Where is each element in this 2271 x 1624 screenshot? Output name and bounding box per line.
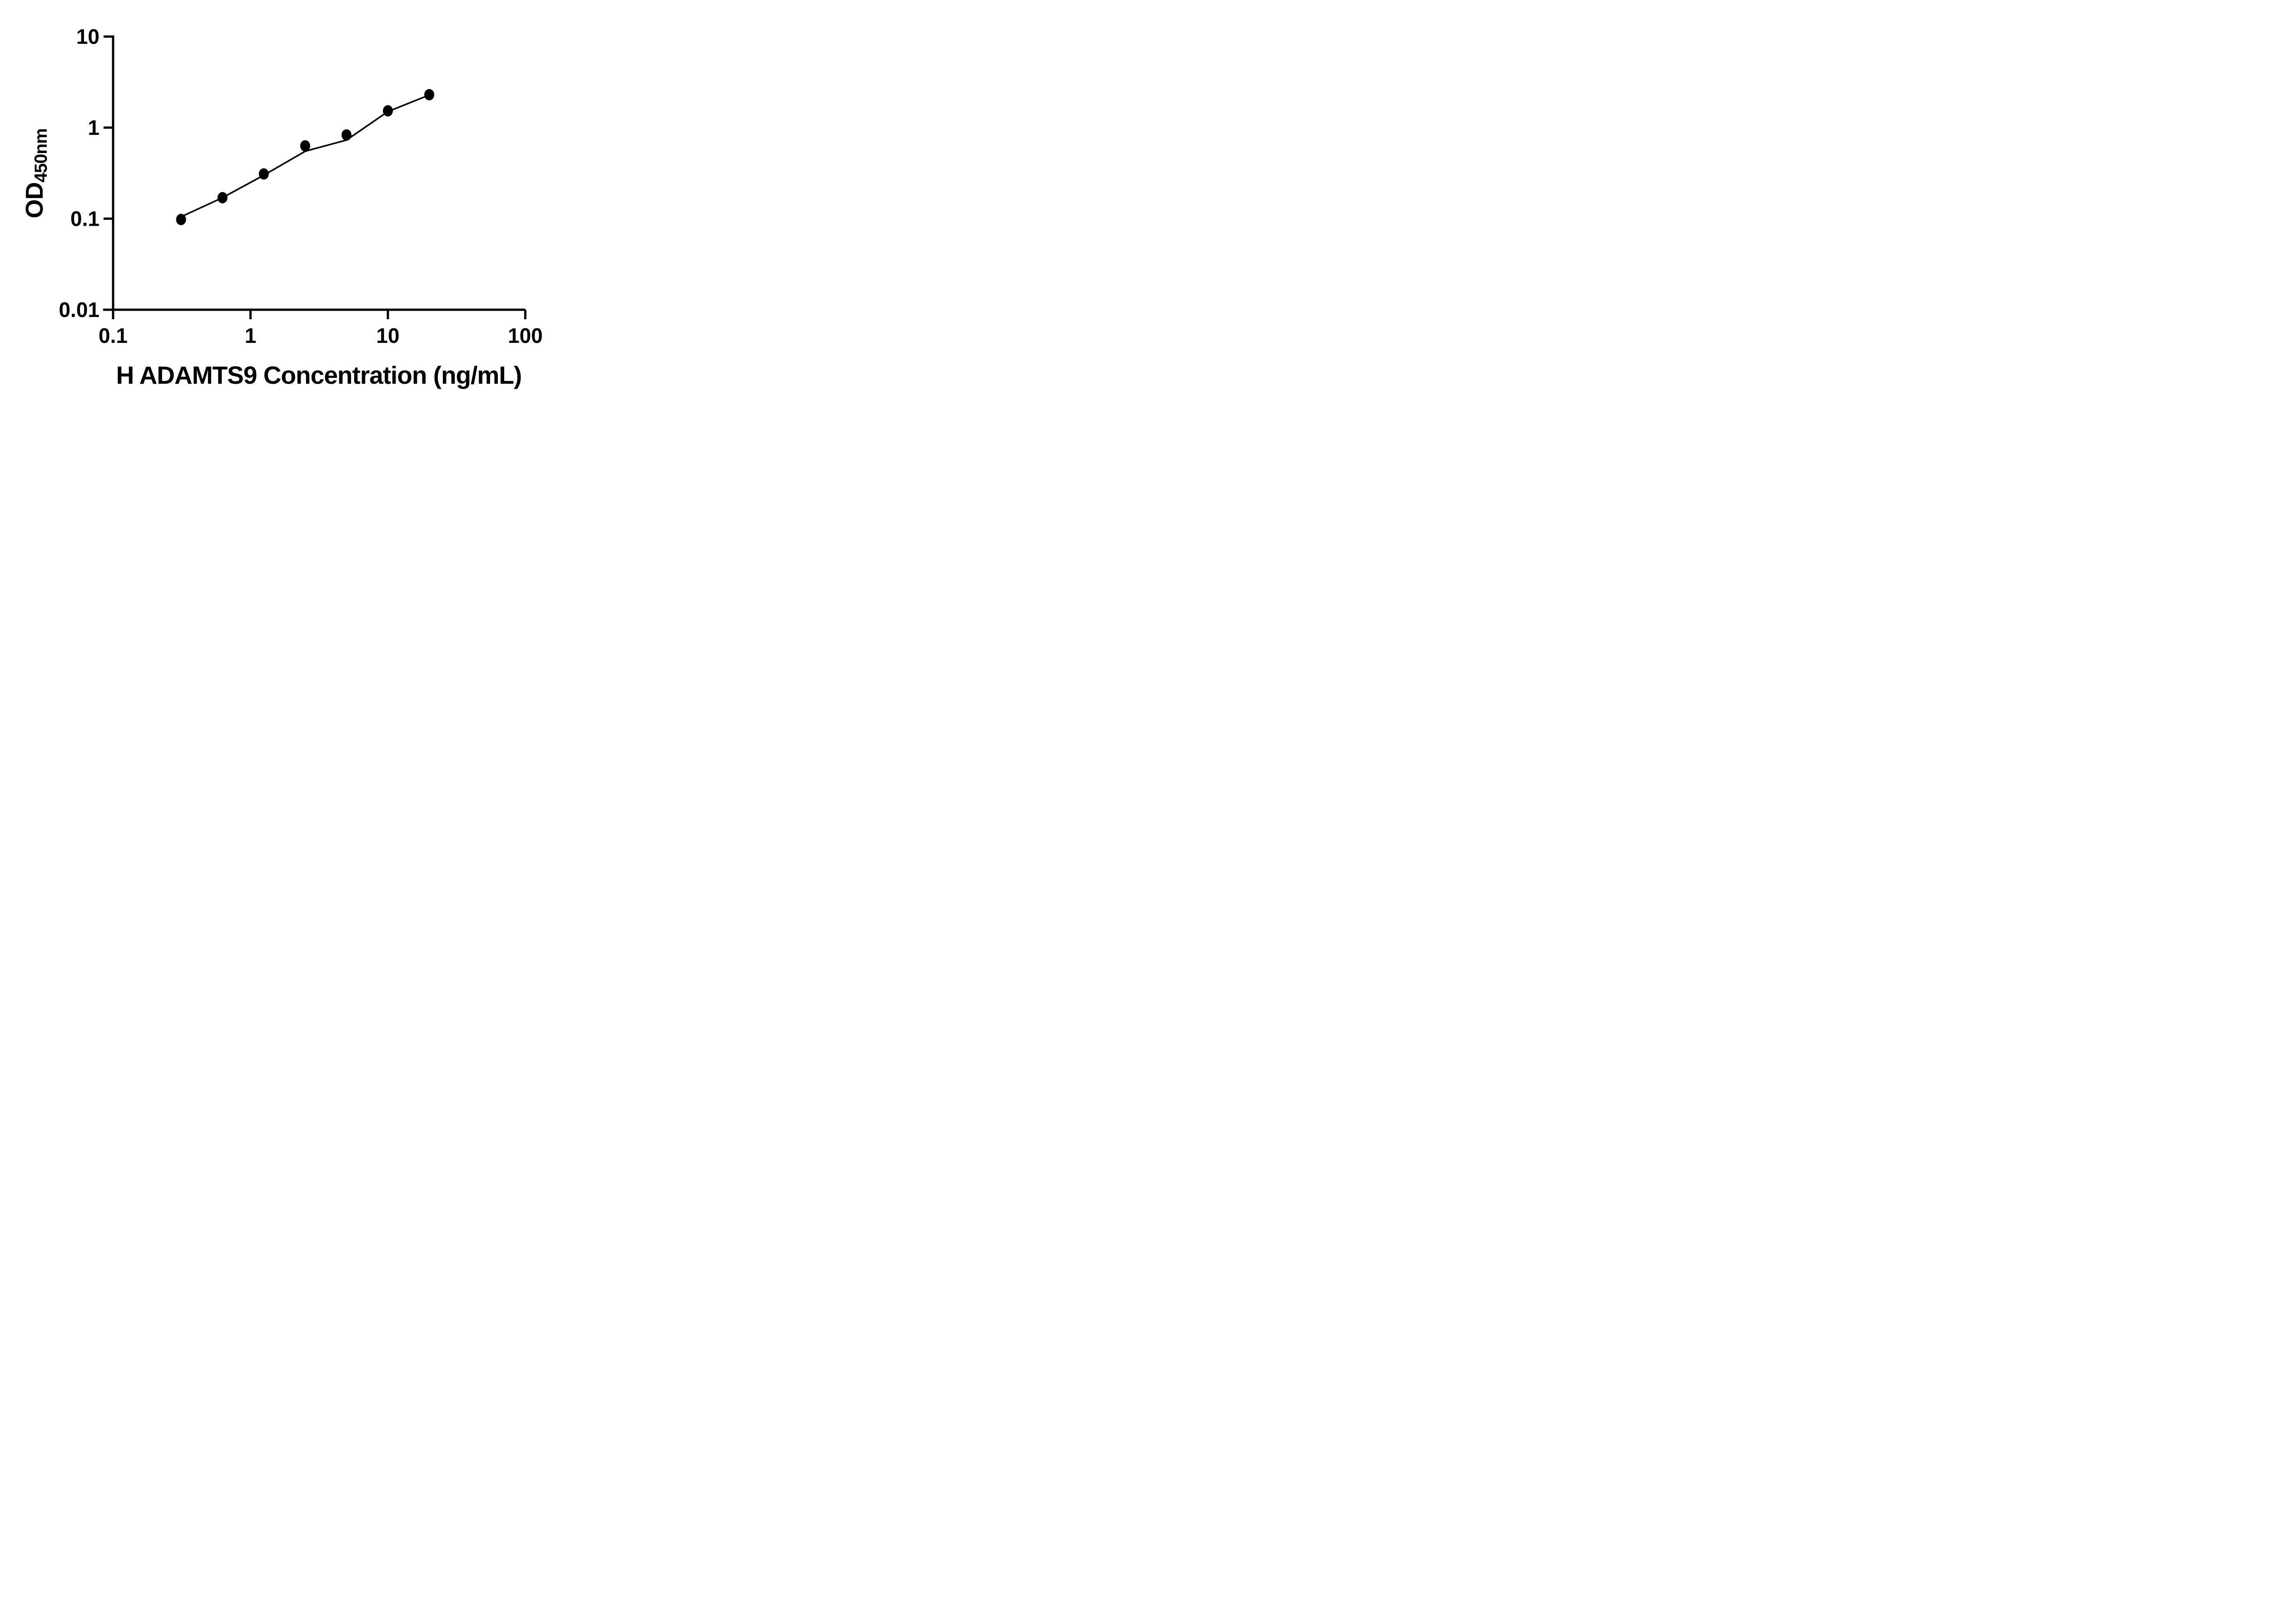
x-axis-title: H ADAMTS9 Concentration (ng/mL) (116, 361, 522, 389)
data-point (341, 129, 352, 141)
data-point (300, 140, 310, 152)
data-point (217, 192, 228, 203)
data-point (424, 89, 435, 100)
x-tick-label: 10 (376, 324, 399, 347)
elisa-standard-curve-figure: 0.01 0.1 1 10 0.1 1 10 100 H ADAMTS9 Concentrat… (0, 0, 587, 406)
data-point (383, 105, 393, 117)
y-tick-label: 0.1 (70, 207, 99, 231)
y-tick-label: 10 (76, 25, 99, 49)
x-tick-label: 100 (508, 324, 543, 347)
x-tick-label: 0.1 (99, 324, 128, 347)
y-axis-title-subscript: 450nm (31, 129, 51, 183)
y-tick-label: 1 (88, 116, 99, 139)
y-tick-label: 0.01 (59, 298, 99, 322)
data-point (258, 168, 269, 180)
data-point (176, 213, 186, 225)
y-axis-title-main: OD (21, 182, 48, 218)
y-axis-title: OD450nm (20, 129, 51, 218)
x-tick-label: 1 (245, 324, 257, 347)
